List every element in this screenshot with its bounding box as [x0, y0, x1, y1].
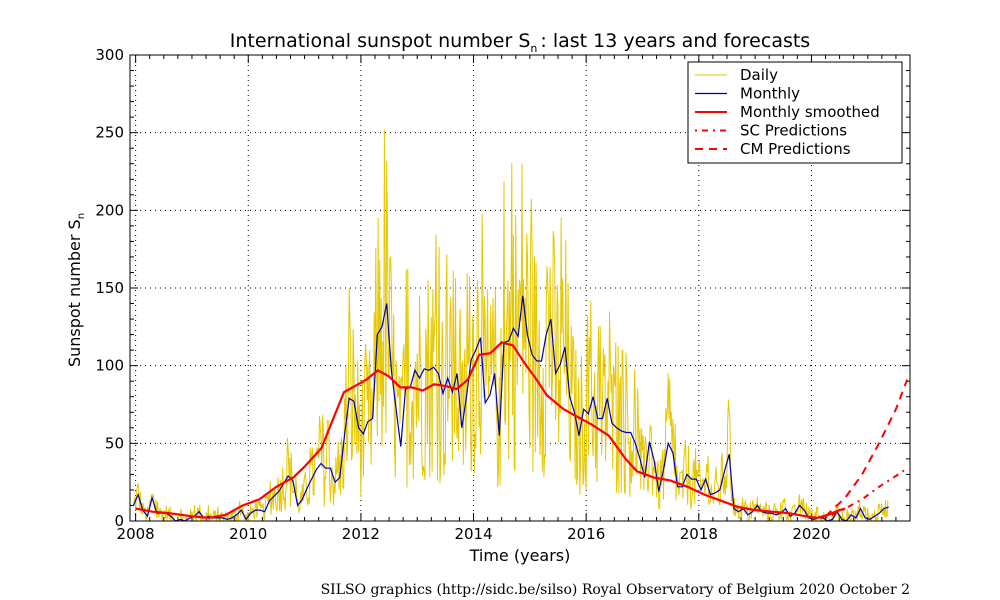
y-axis-label: Sunspot number Sn	[65, 213, 87, 367]
y-tick-label: 250	[95, 124, 124, 142]
chart-title: International sunspot number Sn: last 13…	[230, 30, 810, 55]
y-tick-label: 0	[114, 512, 124, 530]
y-tick-labels: 0 50 100 150 200 250 300	[95, 46, 124, 530]
credit-line: SILSO graphics (http://sidc.be/silso) Ro…	[321, 582, 910, 598]
sc-predictions-line	[825, 467, 908, 519]
y-tick-label: 300	[95, 46, 124, 64]
y-tick-label: 200	[95, 201, 124, 219]
x-tick-label: 2016	[567, 525, 605, 543]
x-tick-label: 2012	[342, 525, 380, 543]
daily-series	[132, 129, 889, 521]
plot-frame	[129, 54, 911, 522]
monthly-line	[132, 295, 889, 521]
axis-ticks	[130, 54, 911, 522]
x-tick-label: 2008	[117, 525, 155, 543]
x-tick-labels: 2008 2010 2012 2014 2016 2018 2020	[117, 525, 831, 543]
x-tick-label: 2020	[792, 525, 830, 543]
legend-label-cm-predictions: CM Predictions	[740, 140, 851, 158]
legend-label-monthly: Monthly	[740, 85, 800, 103]
y-tick-label: 100	[95, 357, 124, 375]
x-axis-label: Time (years)	[469, 546, 571, 565]
monthly-smoothed-line	[135, 341, 846, 520]
cm-predictions-line	[824, 379, 909, 518]
y-tick-label: 50	[105, 434, 124, 452]
x-tick-label: 2014	[454, 525, 492, 543]
line-series	[132, 295, 909, 521]
x-tick-label: 2010	[229, 525, 267, 543]
legend-label-monthly-smoothed: Monthly smoothed	[740, 103, 880, 121]
x-tick-label: 2018	[680, 525, 718, 543]
daily-line	[132, 129, 889, 521]
y-tick-label: 150	[95, 279, 124, 297]
legend-label-daily: Daily	[740, 66, 778, 84]
legend-label-sc-predictions: SC Predictions	[740, 122, 847, 140]
